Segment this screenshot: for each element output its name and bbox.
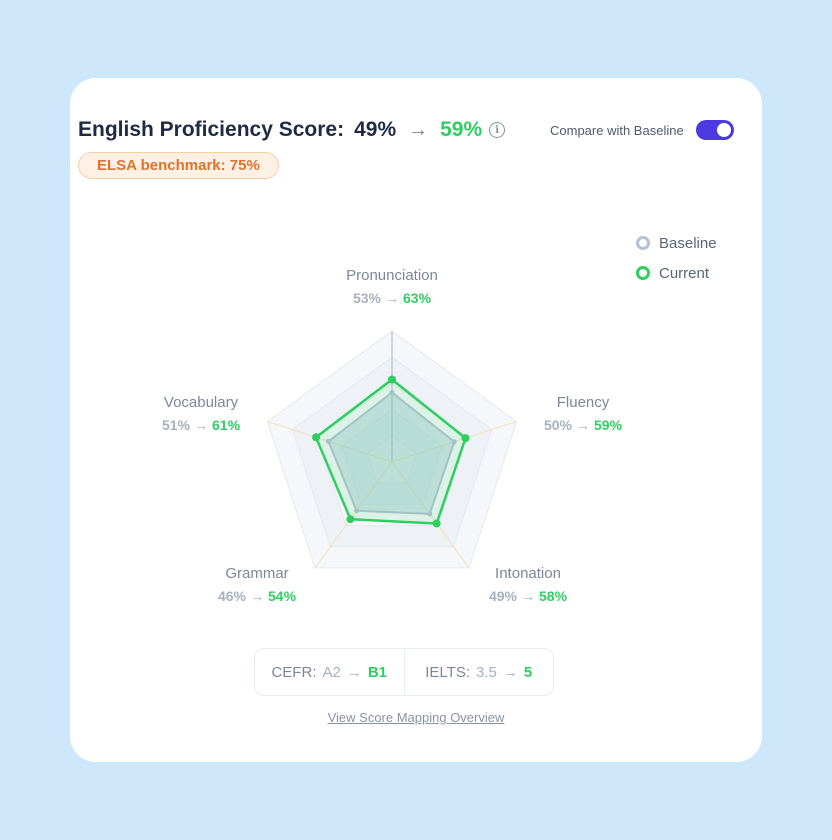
- axis-value-current: 63%: [403, 290, 432, 306]
- axis-value-current: 54%: [268, 588, 297, 604]
- ielts-baseline: 3.5: [476, 663, 497, 681]
- radar-point-baseline: [354, 508, 360, 514]
- arrow-right-icon: →: [346, 663, 362, 681]
- proficiency-card: English Proficiency Score: 49% → 59% i C…: [70, 78, 762, 762]
- cefr-label: CEFR:: [271, 663, 317, 681]
- axis-name: Intonation: [495, 565, 561, 582]
- page-title: English Proficiency Score:: [78, 118, 345, 141]
- score-header: English Proficiency Score: 49% → 59% i: [78, 118, 506, 142]
- benchmark-badge: ELSA benchmark: 75%: [78, 152, 279, 179]
- ielts-current: 5: [523, 663, 533, 681]
- cefr-level: CEFR: A2 → B1: [255, 649, 404, 695]
- arrow-right-icon: →: [385, 290, 399, 306]
- axis-label-grammar: Grammar 46% → 54%: [177, 565, 337, 604]
- axis-name: Fluency: [556, 394, 610, 411]
- cefr-current: B1: [367, 663, 388, 681]
- radar-point-current: [388, 375, 396, 384]
- arrow-right-icon: →: [194, 417, 208, 433]
- axis-values: 49% → 58%: [448, 588, 608, 604]
- legend-item-baseline[interactable]: Baseline: [636, 228, 717, 258]
- legend-label-current: Current: [659, 264, 710, 282]
- radar-point-baseline: [427, 511, 433, 517]
- axis-value-baseline: 53%: [352, 290, 381, 306]
- legend-label-baseline: Baseline: [659, 234, 717, 252]
- axis-name: Pronunciation: [346, 267, 438, 284]
- radar-spoke: [314, 461, 393, 569]
- arrow-right-icon: →: [576, 417, 590, 433]
- axis-label-vocabulary: Vocabulary 51% → 61%: [121, 394, 281, 433]
- axis-value-baseline: 50%: [543, 417, 572, 433]
- compare-baseline-toggle[interactable]: [695, 120, 734, 140]
- radar-point-baseline: [325, 438, 331, 444]
- view-score-mapping-link[interactable]: View Score Mapping Overview: [327, 710, 505, 725]
- compare-baseline-control: Compare with Baseline: [550, 120, 734, 140]
- toggle-knob: [716, 123, 731, 137]
- info-icon[interactable]: i: [489, 122, 506, 138]
- axis-value-current: 59%: [594, 417, 623, 433]
- axis-values: 51% → 61%: [121, 417, 281, 433]
- current-score: 59%: [440, 118, 483, 141]
- axis-values: 50% → 59%: [503, 417, 663, 433]
- arrow-right-icon: →: [521, 588, 535, 604]
- cefr-baseline: A2: [322, 663, 341, 681]
- axis-values: 53% → 63%: [312, 290, 472, 306]
- baseline-score: 49%: [354, 118, 397, 141]
- axis-value-current: 61%: [212, 417, 241, 433]
- radar-point-current: [312, 433, 321, 442]
- axis-values: 46% → 54%: [177, 588, 337, 604]
- arrow-right-icon: →: [250, 588, 264, 604]
- axis-value-baseline: 51%: [161, 417, 190, 433]
- ielts-label: IELTS:: [425, 663, 471, 681]
- radar-point-baseline: [451, 439, 457, 445]
- axis-label-pronunciation: Pronunciation 53% → 63%: [312, 267, 472, 306]
- baseline-dot-icon: [636, 236, 650, 250]
- compare-baseline-label: Compare with Baseline: [550, 122, 684, 138]
- arrow-right-icon: →: [502, 663, 518, 681]
- axis-name: Vocabulary: [163, 394, 239, 411]
- radar-point-current: [461, 434, 470, 443]
- radar-point-current: [346, 515, 355, 524]
- arrow-right-icon: →: [408, 118, 429, 141]
- ielts-level: IELTS: 3.5 → 5: [403, 649, 554, 695]
- radar-point-baseline: [389, 390, 395, 396]
- axis-label-fluency: Fluency 50% → 59%: [503, 394, 663, 433]
- axis-value-current: 58%: [539, 588, 568, 604]
- axis-value-baseline: 49%: [488, 588, 517, 604]
- current-dot-icon: [636, 266, 650, 280]
- radar-chart: [266, 330, 518, 569]
- radar-series-baseline: [327, 391, 456, 515]
- chart-legend: Baseline Current: [636, 228, 717, 288]
- radar-series-current: [314, 378, 467, 525]
- radar-point-current: [432, 519, 441, 528]
- axis-value-baseline: 46%: [217, 588, 246, 604]
- legend-item-current[interactable]: Current: [636, 258, 717, 288]
- axis-label-intonation: Intonation 49% → 58%: [448, 565, 608, 604]
- level-conversion-box: CEFR: A2 → B1 IELTS: 3.5 → 5: [254, 648, 554, 696]
- axis-name: Grammar: [225, 565, 289, 582]
